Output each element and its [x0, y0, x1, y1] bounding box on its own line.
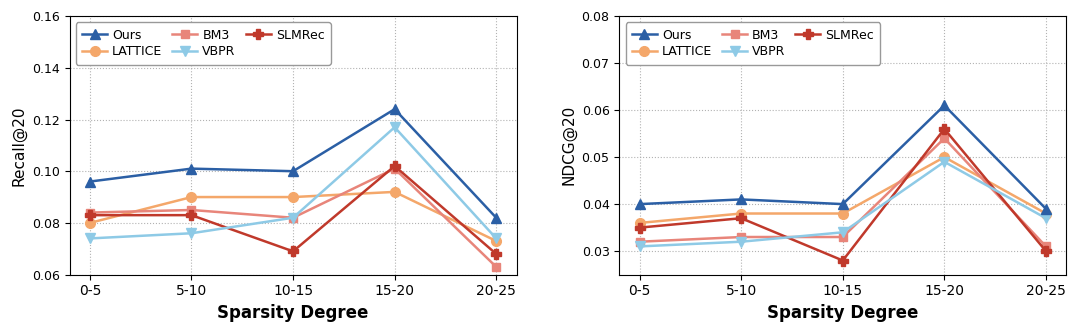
BM3 [286, 216, 299, 220]
SLMRec [185, 213, 198, 217]
LATTICE [1039, 211, 1052, 215]
Y-axis label: Recall@20: Recall@20 [11, 105, 26, 185]
Line: VBPR: VBPR [635, 157, 1051, 251]
BM3 [489, 265, 502, 269]
Ours [83, 179, 96, 183]
Line: SLMRec: SLMRec [85, 161, 501, 259]
BM3 [937, 136, 950, 140]
X-axis label: Sparsity Degree: Sparsity Degree [767, 304, 918, 322]
Legend: Ours, LATTICE, BM3, VBPR, SLMRec: Ours, LATTICE, BM3, VBPR, SLMRec [625, 22, 880, 65]
VBPR [185, 231, 198, 235]
Ours [1039, 207, 1052, 211]
Line: VBPR: VBPR [85, 123, 501, 243]
Line: Ours: Ours [635, 101, 1051, 214]
SLMRec [937, 127, 950, 131]
SLMRec [734, 216, 747, 220]
SLMRec [489, 252, 502, 256]
LATTICE [286, 195, 299, 199]
LATTICE [633, 221, 646, 225]
Ours [836, 202, 849, 206]
SLMRec [388, 164, 401, 168]
VBPR [489, 236, 502, 240]
Line: Ours: Ours [85, 104, 501, 222]
Ours [286, 169, 299, 173]
Y-axis label: NDCG@20: NDCG@20 [561, 105, 576, 185]
SLMRec [286, 249, 299, 253]
Line: SLMRec: SLMRec [635, 124, 1051, 265]
BM3 [185, 208, 198, 212]
SLMRec [83, 213, 96, 217]
Ours [734, 197, 747, 201]
VBPR [937, 160, 950, 164]
VBPR [734, 240, 747, 244]
Line: LATTICE: LATTICE [85, 187, 501, 246]
VBPR [1039, 216, 1052, 220]
LATTICE [185, 195, 198, 199]
BM3 [388, 166, 401, 170]
Line: BM3: BM3 [85, 165, 500, 271]
BM3 [734, 235, 747, 239]
SLMRec [633, 226, 646, 230]
LATTICE [734, 211, 747, 215]
LATTICE [836, 211, 849, 215]
VBPR [388, 125, 401, 129]
BM3 [633, 240, 646, 244]
BM3 [83, 210, 96, 214]
Ours [388, 107, 401, 111]
Ours [633, 202, 646, 206]
VBPR [83, 236, 96, 240]
SLMRec [836, 258, 849, 262]
BM3 [836, 235, 849, 239]
LATTICE [489, 239, 502, 243]
Legend: Ours, LATTICE, BM3, VBPR, SLMRec: Ours, LATTICE, BM3, VBPR, SLMRec [76, 22, 330, 65]
LATTICE [83, 221, 96, 225]
Ours [185, 166, 198, 170]
VBPR [836, 230, 849, 234]
Line: BM3: BM3 [635, 134, 1050, 250]
BM3 [1039, 244, 1052, 248]
Line: LATTICE: LATTICE [635, 152, 1051, 228]
LATTICE [937, 155, 950, 159]
Ours [937, 104, 950, 108]
LATTICE [388, 190, 401, 194]
X-axis label: Sparsity Degree: Sparsity Degree [217, 304, 368, 322]
SLMRec [1039, 249, 1052, 253]
Ours [489, 216, 502, 220]
VBPR [286, 216, 299, 220]
VBPR [633, 244, 646, 248]
